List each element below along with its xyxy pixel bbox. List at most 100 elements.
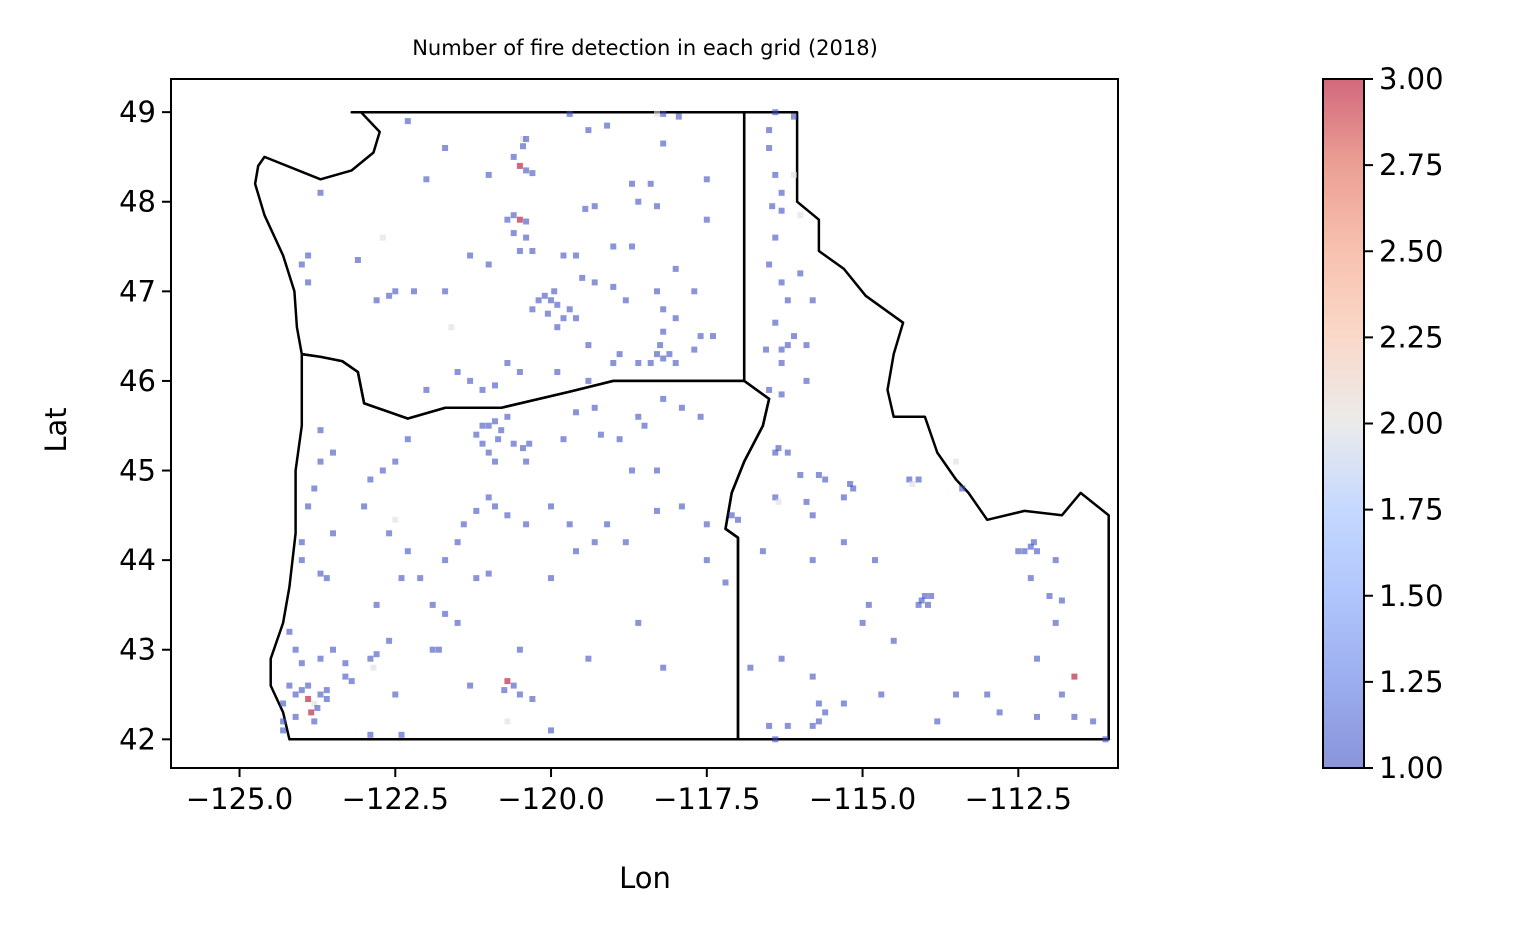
y-axis-label: Lat: [39, 407, 73, 452]
fire-point: [529, 248, 536, 254]
fire-point: [308, 709, 315, 716]
colorbar: 1.00 1.25 1.50 1.75 2.00 2.25 2.50 2.75 3.00: [1322, 62, 1444, 785]
fire-point: [467, 252, 474, 259]
fire-point: [735, 516, 741, 523]
fire-point: [566, 521, 573, 528]
fire-point: [635, 619, 642, 626]
fire-point: [417, 575, 424, 582]
fire-point: [784, 297, 791, 304]
fire-point: [510, 440, 517, 447]
y-tick-label: 42: [119, 722, 156, 756]
fire-point: [635, 413, 642, 420]
colorbar-fill: [1323, 79, 1364, 768]
fire-point: [778, 391, 785, 398]
fire-point: [778, 279, 785, 286]
fire-point: [921, 593, 928, 599]
fire-point: [728, 512, 735, 519]
fire-point: [566, 110, 573, 117]
fire-point: [984, 691, 991, 698]
fire-point: [622, 539, 629, 546]
fire-point: [666, 351, 673, 358]
fire-point: [1071, 713, 1078, 720]
fire-point: [1102, 736, 1109, 743]
fire-point: [1015, 548, 1022, 555]
fire-point: [501, 687, 508, 694]
fire-point: [654, 507, 660, 514]
fire-point: [523, 234, 530, 241]
y-tick-label: 45: [119, 454, 156, 488]
fire-point: [510, 230, 517, 237]
fire-point: [305, 682, 312, 689]
colorbar-tick-label: 1.00: [1379, 751, 1444, 785]
y-tick-label: 46: [119, 364, 156, 398]
y-tick-label: 43: [119, 633, 156, 667]
fire-point: [392, 288, 399, 295]
fire-point: [840, 494, 847, 501]
plot-area: [253, 109, 1110, 743]
fire-point: [504, 678, 511, 685]
fire-point: [766, 261, 773, 268]
fire-point: [544, 310, 551, 317]
fire-point: [386, 530, 393, 537]
fire-point: [398, 575, 405, 582]
fire-point: [423, 176, 430, 183]
fire-point: [548, 575, 554, 582]
fire-point: [317, 189, 324, 196]
fire-point: [516, 646, 523, 653]
fire-point: [379, 467, 386, 474]
x-axis: −125.0 −122.5 −120.0 −117.5 −115.0 −112.5: [186, 768, 1072, 816]
colorbar-tick-label: 3.00: [1379, 62, 1444, 96]
fire-point: [554, 301, 561, 308]
fire-point: [635, 360, 642, 366]
fire-point: [703, 216, 710, 223]
colorbar-tick-label: 2.00: [1379, 407, 1444, 441]
boundary-washington: [253, 110, 746, 420]
fire-point: [778, 189, 785, 196]
fire-point: [516, 162, 523, 169]
fire-point: [775, 445, 782, 452]
fire-point: [763, 346, 769, 353]
fire-point: [766, 127, 773, 134]
y-tick-label: 47: [119, 274, 156, 308]
fire-point: [379, 234, 386, 241]
x-tick-label: −117.5: [653, 782, 760, 816]
fire-point: [850, 485, 857, 492]
fire-point: [591, 539, 598, 546]
fire-point: [585, 127, 592, 134]
fire-point: [1071, 673, 1078, 680]
fire-point: [442, 610, 449, 617]
fire-point: [492, 458, 498, 465]
fire-point: [809, 722, 816, 729]
fire-point: [797, 270, 804, 277]
fire-point: [604, 122, 611, 129]
fire-point: [330, 646, 336, 653]
fire-point: [348, 678, 355, 685]
fire-point: [292, 691, 299, 698]
fire-point: [934, 718, 941, 725]
fire-point: [678, 503, 685, 510]
fire-point: [485, 494, 492, 501]
fire-point: [361, 503, 368, 510]
fire-point: [535, 297, 542, 304]
fire-point: [504, 360, 511, 366]
fire-point: [442, 145, 449, 151]
fire-point: [298, 539, 305, 546]
fire-point: [280, 727, 287, 734]
fire-point: [1052, 557, 1059, 564]
fire-point: [516, 369, 523, 375]
colorbar-tick-label: 1.50: [1379, 579, 1444, 613]
fire-point: [1046, 593, 1053, 599]
fire-point: [809, 673, 816, 680]
fire-point: [909, 481, 916, 487]
fire-point: [305, 503, 312, 510]
fire-point: [772, 234, 779, 241]
fire-point: [691, 346, 698, 353]
fire-point: [865, 601, 872, 608]
fire-point: [778, 346, 785, 353]
fire-point: [367, 655, 374, 662]
fire-point: [435, 646, 442, 653]
fire-point: [504, 413, 511, 420]
fire-point: [797, 212, 804, 219]
fire-point: [467, 682, 474, 689]
